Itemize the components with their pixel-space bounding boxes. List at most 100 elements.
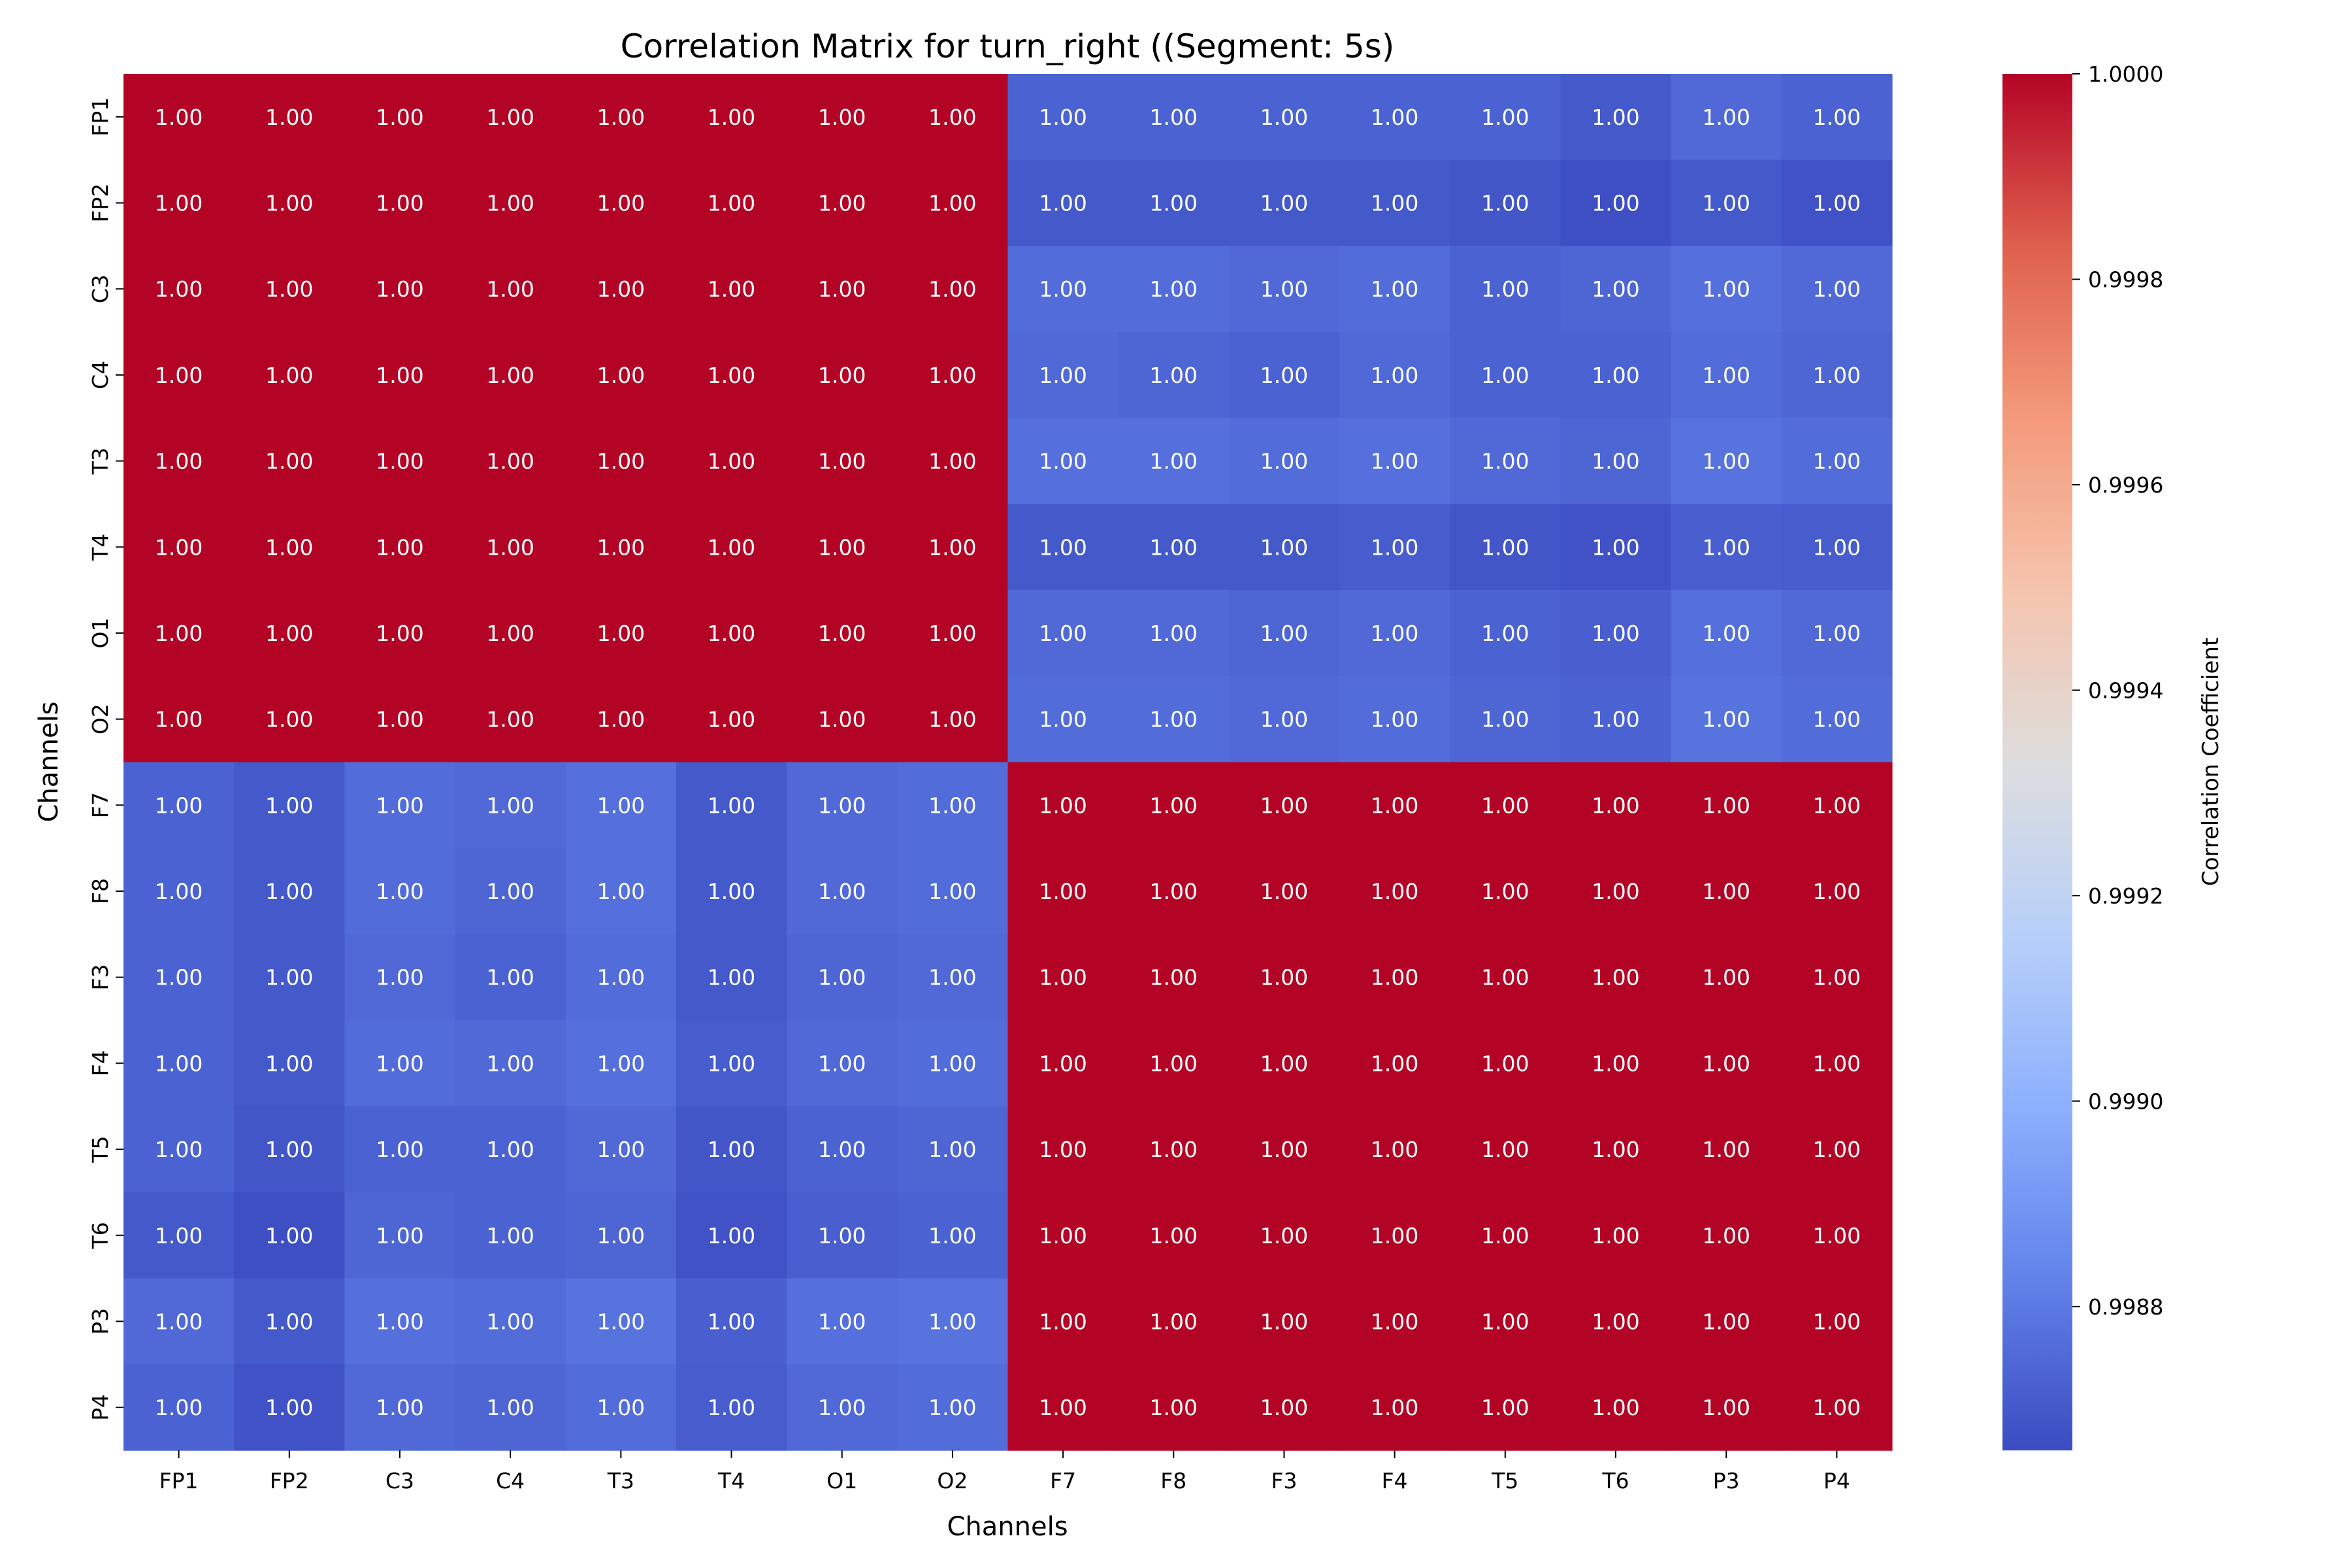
cell-F7-O2 xyxy=(897,762,1009,849)
cell-T6-F3 xyxy=(1228,1192,1340,1279)
cell-label-F7-T4: 1.00 xyxy=(708,792,755,818)
cell-label-O1-C4: 1.00 xyxy=(486,621,534,646)
cell-F7-T5 xyxy=(1450,762,1561,849)
cell-F3-T5 xyxy=(1450,934,1561,1021)
x-tick-P3: P3 xyxy=(1713,1468,1740,1494)
cell-label-F7-O1: 1.00 xyxy=(818,792,866,818)
cell-P4-F8 xyxy=(1118,1364,1230,1451)
cell-label-T3-P3: 1.00 xyxy=(1702,449,1750,474)
cell-label-F3-FP2: 1.00 xyxy=(265,965,313,990)
cell-label-FP1-P3: 1.00 xyxy=(1702,105,1750,130)
cell-C3-FP1 xyxy=(123,246,235,333)
cell-label-F3-F7: 1.00 xyxy=(1039,965,1086,990)
cell-label-F4-F3: 1.00 xyxy=(1260,1051,1308,1076)
cell-label-F3-T5: 1.00 xyxy=(1481,965,1529,990)
cell-label-T3-P4: 1.00 xyxy=(1813,449,1861,474)
cell-label-F7-F4: 1.00 xyxy=(1371,792,1418,818)
cell-label-T5-F7: 1.00 xyxy=(1039,1137,1086,1162)
cell-F8-FP2 xyxy=(234,848,345,935)
cell-C3-C3 xyxy=(344,246,456,333)
cell-F7-F7 xyxy=(1007,762,1119,849)
cell-F4-FP2 xyxy=(234,1020,345,1107)
x-tick-F4: F4 xyxy=(1382,1468,1408,1494)
cell-T5-F8 xyxy=(1118,1106,1230,1193)
cell-F7-P4 xyxy=(1781,762,1893,849)
cell-C3-F3 xyxy=(1228,246,1340,333)
cell-O1-O2 xyxy=(897,590,1009,677)
cell-label-T5-F3: 1.00 xyxy=(1260,1137,1308,1162)
cell-label-P4-C4: 1.00 xyxy=(486,1395,534,1420)
cell-P4-T4 xyxy=(676,1364,787,1451)
cell-label-F8-C3: 1.00 xyxy=(376,879,423,904)
y-tick-C3: C3 xyxy=(88,274,113,303)
colorbar-tick-0.9996: 0.9996 xyxy=(2088,472,2163,498)
cell-label-T5-O2: 1.00 xyxy=(928,1137,976,1162)
cell-label-F4-P3: 1.00 xyxy=(1702,1051,1750,1076)
cell-F7-C4 xyxy=(455,762,566,849)
cell-label-C4-F8: 1.00 xyxy=(1150,363,1198,388)
cell-C4-P4 xyxy=(1781,332,1893,419)
cell-C4-O1 xyxy=(787,332,898,419)
cell-F4-F3 xyxy=(1228,1020,1340,1107)
cell-label-O2-O1: 1.00 xyxy=(818,707,866,732)
cell-O2-C4 xyxy=(455,676,566,763)
cell-label-O2-F7: 1.00 xyxy=(1039,707,1086,732)
cell-label-P4-T3: 1.00 xyxy=(597,1395,645,1420)
cell-label-F4-C3: 1.00 xyxy=(376,1051,423,1076)
cell-F7-F3 xyxy=(1228,762,1340,849)
cell-P4-P4 xyxy=(1781,1364,1893,1451)
heatmap-cells: 1.00 1.00 1.00 1.00 1.00 1.00 1.00 1.00 1.00 1.00… xyxy=(123,74,1893,1451)
cell-label-F4-F8: 1.00 xyxy=(1150,1051,1198,1076)
cell-FP1-O2 xyxy=(897,74,1009,161)
cell-P4-O1 xyxy=(787,1364,898,1451)
cell-T5-F7 xyxy=(1007,1106,1119,1193)
cell-label-FP1-O2: 1.00 xyxy=(928,105,976,130)
cell-label-FP1-C3: 1.00 xyxy=(376,105,423,130)
cell-label-P3-T6: 1.00 xyxy=(1592,1309,1639,1334)
cell-label-P3-T3: 1.00 xyxy=(597,1309,645,1334)
cell-C4-FP2 xyxy=(234,332,345,419)
cell-F7-O1 xyxy=(787,762,898,849)
cell-F7-P3 xyxy=(1671,762,1782,849)
cell-T4-C3 xyxy=(344,504,456,591)
cell-F3-T4 xyxy=(676,934,787,1021)
cell-label-P3-O1: 1.00 xyxy=(818,1309,866,1334)
cell-label-T5-O1: 1.00 xyxy=(818,1137,866,1162)
cell-T3-F7 xyxy=(1007,417,1119,505)
cell-label-O1-F4: 1.00 xyxy=(1371,621,1418,646)
cell-F8-O2 xyxy=(897,848,1009,935)
cell-label-F7-O2: 1.00 xyxy=(928,792,976,818)
cell-label-C4-C4: 1.00 xyxy=(486,363,534,388)
cell-label-F7-F8: 1.00 xyxy=(1150,792,1198,818)
y-tick-T3: T3 xyxy=(88,448,113,475)
cell-label-O1-O2: 1.00 xyxy=(928,621,976,646)
cell-label-F3-C4: 1.00 xyxy=(486,965,534,990)
cell-label-F4-O1: 1.00 xyxy=(818,1051,866,1076)
cell-FP2-T3 xyxy=(565,159,677,246)
cell-label-T5-T3: 1.00 xyxy=(597,1137,645,1162)
cell-FP1-C4 xyxy=(455,74,566,161)
cell-T5-C4 xyxy=(455,1106,566,1193)
cell-label-T6-C4: 1.00 xyxy=(486,1223,534,1249)
cell-C3-O1 xyxy=(787,246,898,333)
cell-label-F4-T6: 1.00 xyxy=(1592,1051,1639,1076)
cell-label-O1-F8: 1.00 xyxy=(1150,621,1198,646)
cell-C3-T6 xyxy=(1560,246,1672,333)
cell-label-O1-FP2: 1.00 xyxy=(265,621,313,646)
cell-label-P4-T6: 1.00 xyxy=(1592,1395,1639,1420)
cell-label-F7-T3: 1.00 xyxy=(597,792,645,818)
cell-label-O1-T4: 1.00 xyxy=(708,621,755,646)
cell-label-T3-FP1: 1.00 xyxy=(155,449,203,474)
cell-T4-O2 xyxy=(897,504,1009,591)
cell-label-P4-P3: 1.00 xyxy=(1702,1395,1750,1420)
cell-O2-T4 xyxy=(676,676,787,763)
cell-C3-P3 xyxy=(1671,246,1782,333)
cell-F4-F8 xyxy=(1118,1020,1230,1107)
cell-P4-FP2 xyxy=(234,1364,345,1451)
cell-T5-F3 xyxy=(1228,1106,1340,1193)
cell-label-T3-F3: 1.00 xyxy=(1260,449,1308,474)
cell-FP2-F4 xyxy=(1339,159,1450,246)
cell-T6-F7 xyxy=(1007,1192,1119,1279)
cell-C3-T3 xyxy=(565,246,677,333)
cell-P3-FP1 xyxy=(123,1278,235,1365)
